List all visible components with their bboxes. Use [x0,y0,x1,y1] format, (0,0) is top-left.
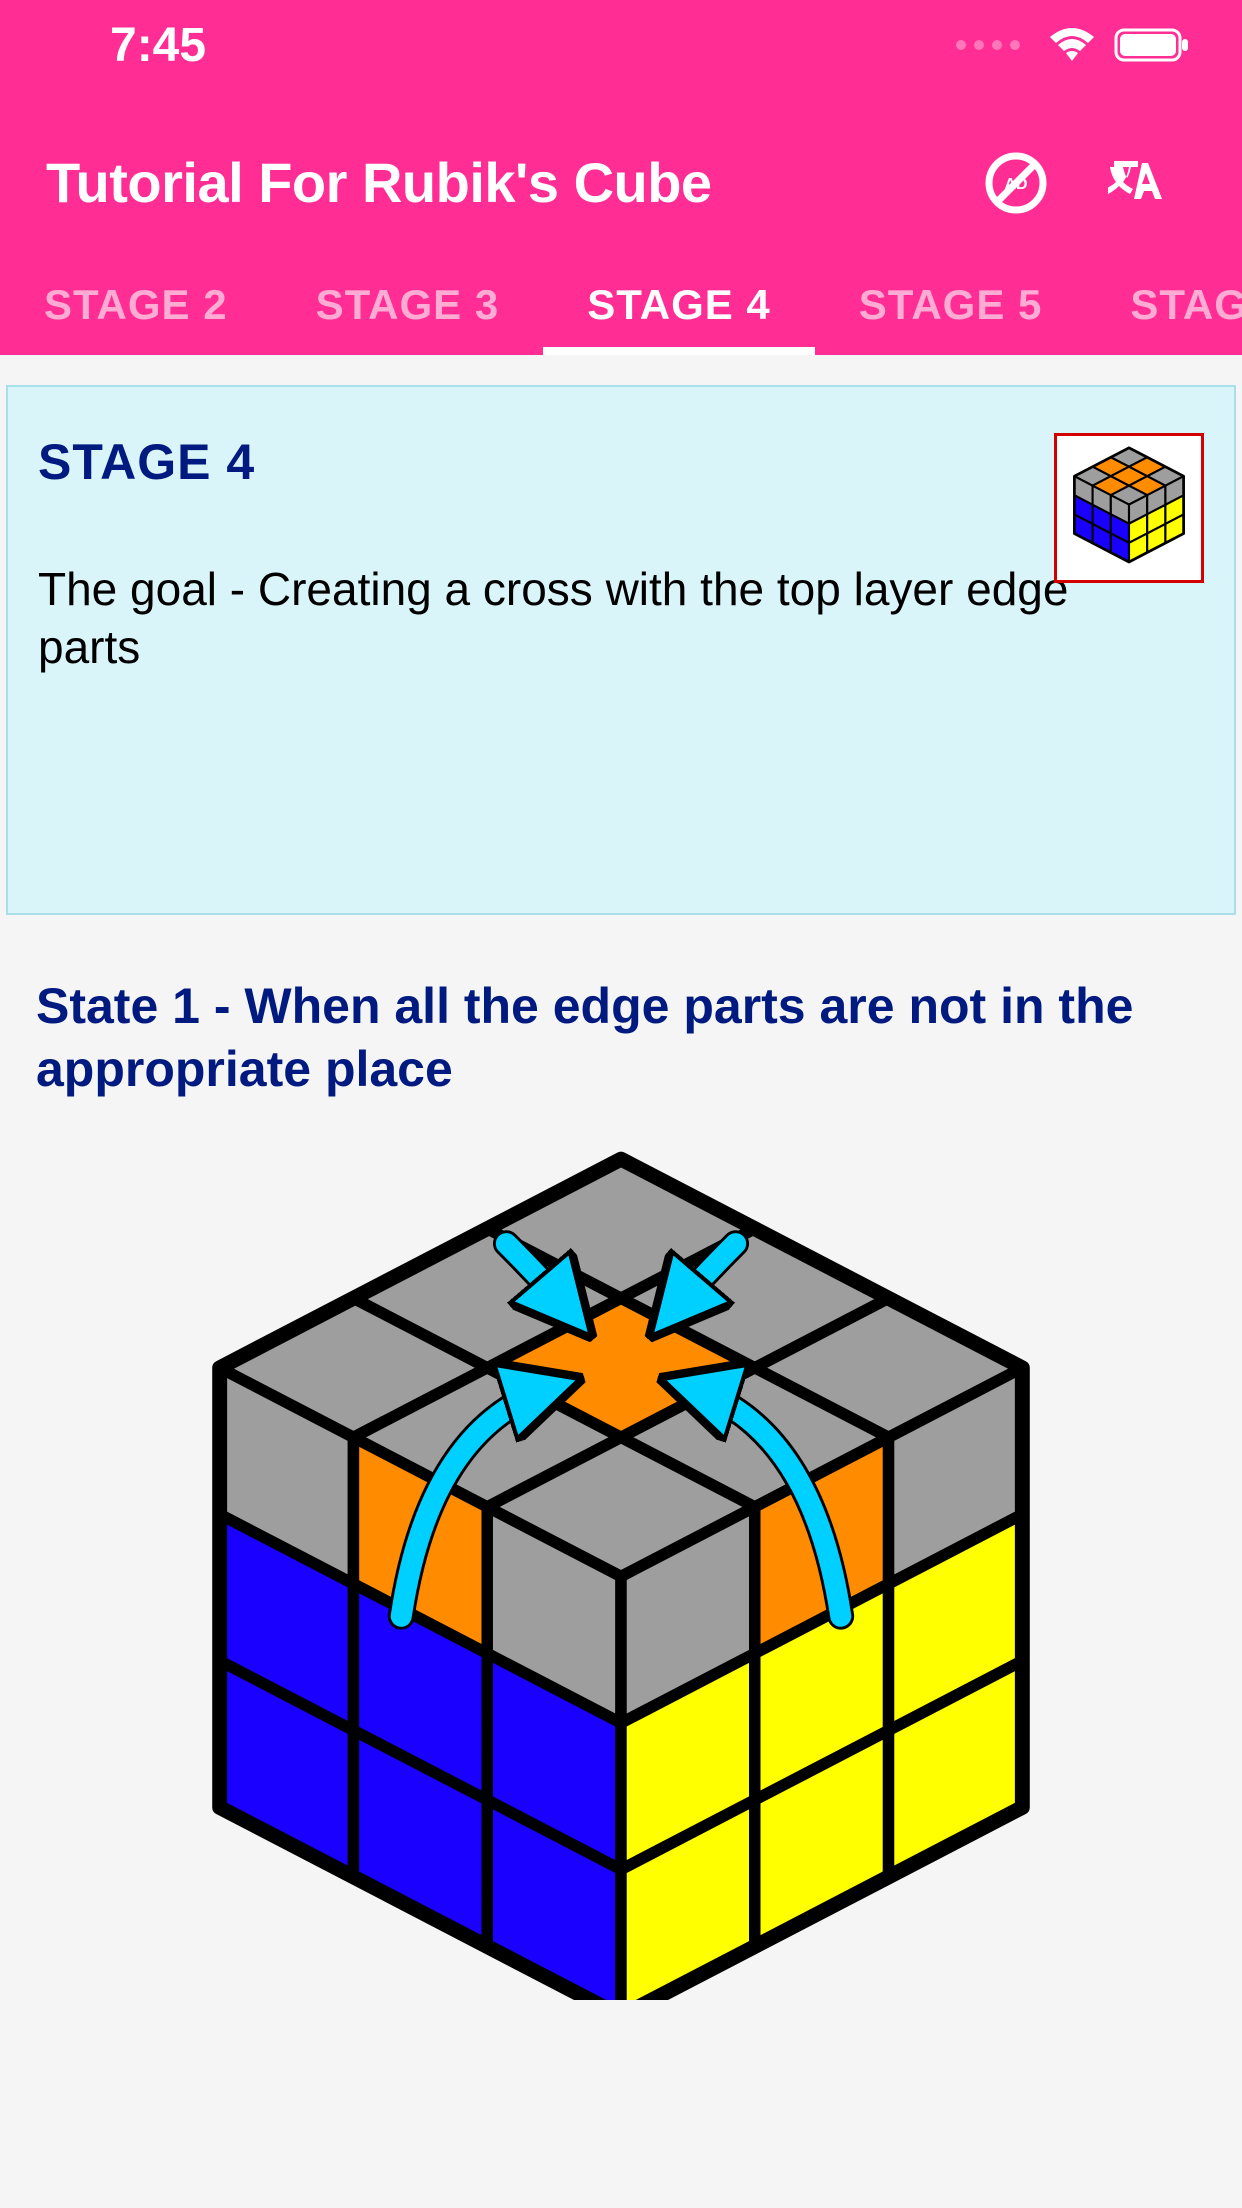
tab-stage-2[interactable]: STAGE 2 [0,255,272,355]
status-indicators [956,25,1192,65]
goal-cube-thumbnail [1054,433,1204,583]
tab-stage-5[interactable]: STAGE 5 [815,255,1087,355]
tab-label: STAGE 3 [316,281,500,329]
tab-stage-6[interactable]: STAGE 6 [1086,255,1242,355]
content-area: STAGE 4 The goal - Creating a cross with… [0,355,1242,2000]
card-title: STAGE 4 [38,433,1204,491]
card-body: The goal - Creating a cross with the top… [38,561,1098,676]
tab-stage-4[interactable]: STAGE 4 [543,255,815,355]
status-bar: 7:45 [0,0,1242,130]
tab-label: STAGE 2 [44,281,228,329]
cube-diagram [6,1130,1236,2000]
page-title: Tutorial For Rubik's Cube [46,150,712,215]
cellular-dots-icon [956,40,1020,50]
wifi-icon [1046,25,1098,65]
header-actions: AD [984,151,1202,215]
tab-label: STAGE 6 [1130,281,1242,329]
tab-label: STAGE 4 [587,281,771,329]
stage-goal-card: STAGE 4 The goal - Creating a cross with… [6,385,1236,915]
status-time: 7:45 [110,18,206,73]
stage-tabs: STAGE 2 STAGE 3 STAGE 4 STAGE 5 STAGE 6 [0,255,1242,355]
app-header: Tutorial For Rubik's Cube AD [0,130,1242,255]
tab-label: STAGE 5 [859,281,1043,329]
tab-stage-3[interactable]: STAGE 3 [272,255,544,355]
battery-icon [1114,26,1192,64]
svg-text:AD: AD [1004,176,1027,193]
language-button[interactable] [1108,151,1172,215]
state-heading: State 1 - When all the edge parts are no… [6,915,1236,1130]
no-ads-button[interactable]: AD [984,151,1048,215]
